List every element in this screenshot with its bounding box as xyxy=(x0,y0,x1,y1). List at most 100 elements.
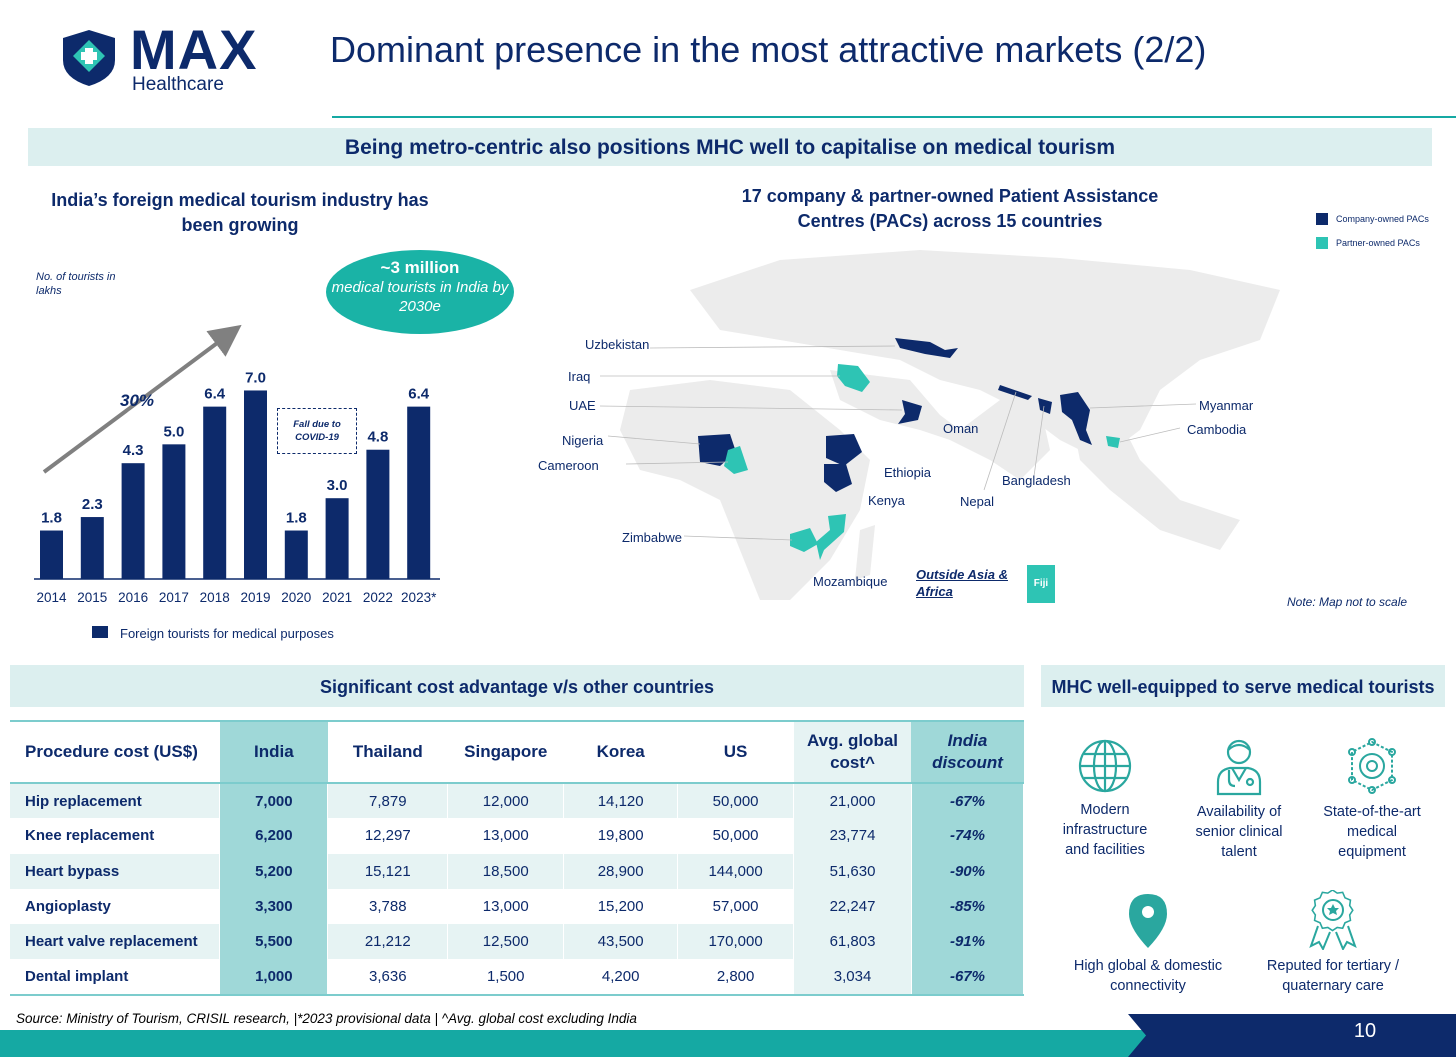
legend-company: Company-owned PACs xyxy=(1336,214,1429,224)
cost-cell: 15,121 xyxy=(327,853,449,889)
cost-cell: 57,000 xyxy=(677,888,795,925)
country-mozambique xyxy=(816,514,846,560)
bar-2021 xyxy=(325,498,349,579)
cost-cell: 18,500 xyxy=(447,853,565,889)
callout-text: medical tourists in India by 2030e xyxy=(331,279,509,315)
label-ethiopia: Ethiopia xyxy=(884,465,931,480)
landmass-arabia-india xyxy=(830,370,1050,480)
bar-value-label: 2.3 xyxy=(82,496,103,513)
cost-cell: 3,034 xyxy=(793,959,912,996)
country-uzbekistan xyxy=(895,338,958,358)
target-callout: ~3 million medical tourists in India by … xyxy=(326,250,514,334)
globe-icon xyxy=(1078,739,1132,793)
bar-value-label: 5.0 xyxy=(163,423,184,440)
bar-2023 xyxy=(407,406,431,579)
landmass-africa xyxy=(620,380,870,600)
legend-swatch xyxy=(92,626,108,638)
cost-cell: -85% xyxy=(911,888,1025,925)
pac-world-map xyxy=(599,250,1280,600)
column-header: Avg. global cost^ xyxy=(793,720,912,784)
leader-line xyxy=(625,461,729,465)
bar-value-label: 4.3 xyxy=(123,442,144,459)
feature-label: Availability of senior clinical talent xyxy=(1195,804,1283,860)
country-kenya xyxy=(824,464,852,492)
label-mozambique: Mozambique xyxy=(813,574,888,589)
leader-line xyxy=(599,405,903,411)
column-header: Korea xyxy=(563,720,678,784)
country-cameroon xyxy=(724,446,748,474)
award-badge-icon xyxy=(1309,890,1357,950)
leader-line xyxy=(1033,405,1045,477)
source-note: Source: Ministry of Tourism, CRISIL rese… xyxy=(16,1011,637,1026)
bar-2019 xyxy=(244,390,267,579)
cost-cell: 13,000 xyxy=(447,888,565,925)
feature-label: Reputed for tertiary / quaternary care xyxy=(1266,958,1400,994)
cost-cell: 12,000 xyxy=(447,783,565,819)
feature-connectivity: High global & domestic connectivity xyxy=(1068,892,1228,996)
cost-cell: 2,800 xyxy=(677,959,795,996)
cost-cell: 5,500 xyxy=(219,924,329,960)
procedure-name: Knee replacement xyxy=(10,818,221,854)
cost-cell: 1,500 xyxy=(447,959,565,996)
equipped-banner: MHC well-equipped to serve medical touri… xyxy=(1041,665,1445,707)
label-myanmar: Myanmar xyxy=(1199,398,1254,413)
location-pin-icon xyxy=(1129,894,1167,948)
bar-2015 xyxy=(80,517,104,579)
country-nepal xyxy=(998,385,1032,400)
leader-line xyxy=(1089,403,1197,409)
cost-cell: -74% xyxy=(911,818,1025,854)
cost-cell: 15,200 xyxy=(563,888,679,925)
cost-cell: 3,300 xyxy=(219,888,329,925)
bar-2020 xyxy=(284,530,308,579)
cost-cell: 4,200 xyxy=(563,959,679,996)
company-logo: MAX Healthcare xyxy=(60,20,280,100)
column-header: Singapore xyxy=(447,720,564,784)
bar-value-label: 1.8 xyxy=(41,510,62,527)
cost-cell: -67% xyxy=(911,783,1025,819)
cost-cell: 170,000 xyxy=(677,924,795,960)
label-zimbabwe: Zimbabwe xyxy=(622,530,682,545)
leader-line xyxy=(983,391,1017,491)
x-tick-label: 2015 xyxy=(77,590,107,605)
column-header: US xyxy=(677,720,794,784)
leader-line xyxy=(683,535,793,541)
cost-advantage-banner: Significant cost advantage v/s other cou… xyxy=(10,665,1024,707)
cost-cell: 7,000 xyxy=(219,783,329,819)
cost-cell: 14,120 xyxy=(563,783,679,819)
growth-arrow xyxy=(42,324,242,474)
cost-cell: 5,200 xyxy=(219,853,329,889)
bar-2022 xyxy=(366,449,390,579)
table-row: Heart valve replacement 5,500 21,212 12,500… xyxy=(10,924,1025,960)
network-icon xyxy=(1348,738,1396,794)
medical-tourism-banner: Being metro-centric also positions MHC w… xyxy=(28,128,1432,166)
legend-label: Foreign tourists for medical purposes xyxy=(120,626,334,641)
bar-value-label: 6.4 xyxy=(408,386,430,403)
cost-cell: 51,630 xyxy=(793,853,912,889)
label-cambodia: Cambodia xyxy=(1187,422,1247,437)
table-row: Heart bypass 5,200 15,121 18,500 28,900 144,0… xyxy=(10,853,1025,889)
bar-2014 xyxy=(40,530,63,579)
cost-cell: 28,900 xyxy=(563,853,679,889)
x-tick-label: 2016 xyxy=(118,590,148,605)
bar-value-label: 1.8 xyxy=(286,510,307,527)
bar-value-label: 6.4 xyxy=(204,386,226,403)
cost-cell: 50,000 xyxy=(677,783,795,819)
bar-value-label: 4.8 xyxy=(367,429,388,446)
leader-line xyxy=(1119,427,1181,443)
cost-cell: -91% xyxy=(911,924,1025,960)
label-oman: Oman xyxy=(943,421,979,436)
procedure-name: Heart bypass xyxy=(10,853,221,889)
map-legend: Company-owned PACs Partner-owned PACs xyxy=(1316,207,1429,255)
column-header: India discount xyxy=(911,720,1024,784)
label-iraq: Iraq xyxy=(568,369,591,384)
country-myanmar xyxy=(1060,392,1092,445)
label-uzbekistan: Uzbekistan xyxy=(585,337,650,352)
legend-partner: Partner-owned PACs xyxy=(1336,238,1420,248)
title-divider xyxy=(332,116,1456,118)
table-row: Knee replacement 6,200 12,297 13,000 19,800 5… xyxy=(10,818,1025,854)
feature-medical-equipment: State-of-the-art medical equipment xyxy=(1316,736,1428,862)
feature-modern-infrastructure: Modern infrastructure and facilities xyxy=(1050,738,1160,860)
landmass-madagascar xyxy=(855,525,875,580)
page-number-tab xyxy=(1128,1014,1456,1057)
country-ethiopia xyxy=(826,434,862,466)
